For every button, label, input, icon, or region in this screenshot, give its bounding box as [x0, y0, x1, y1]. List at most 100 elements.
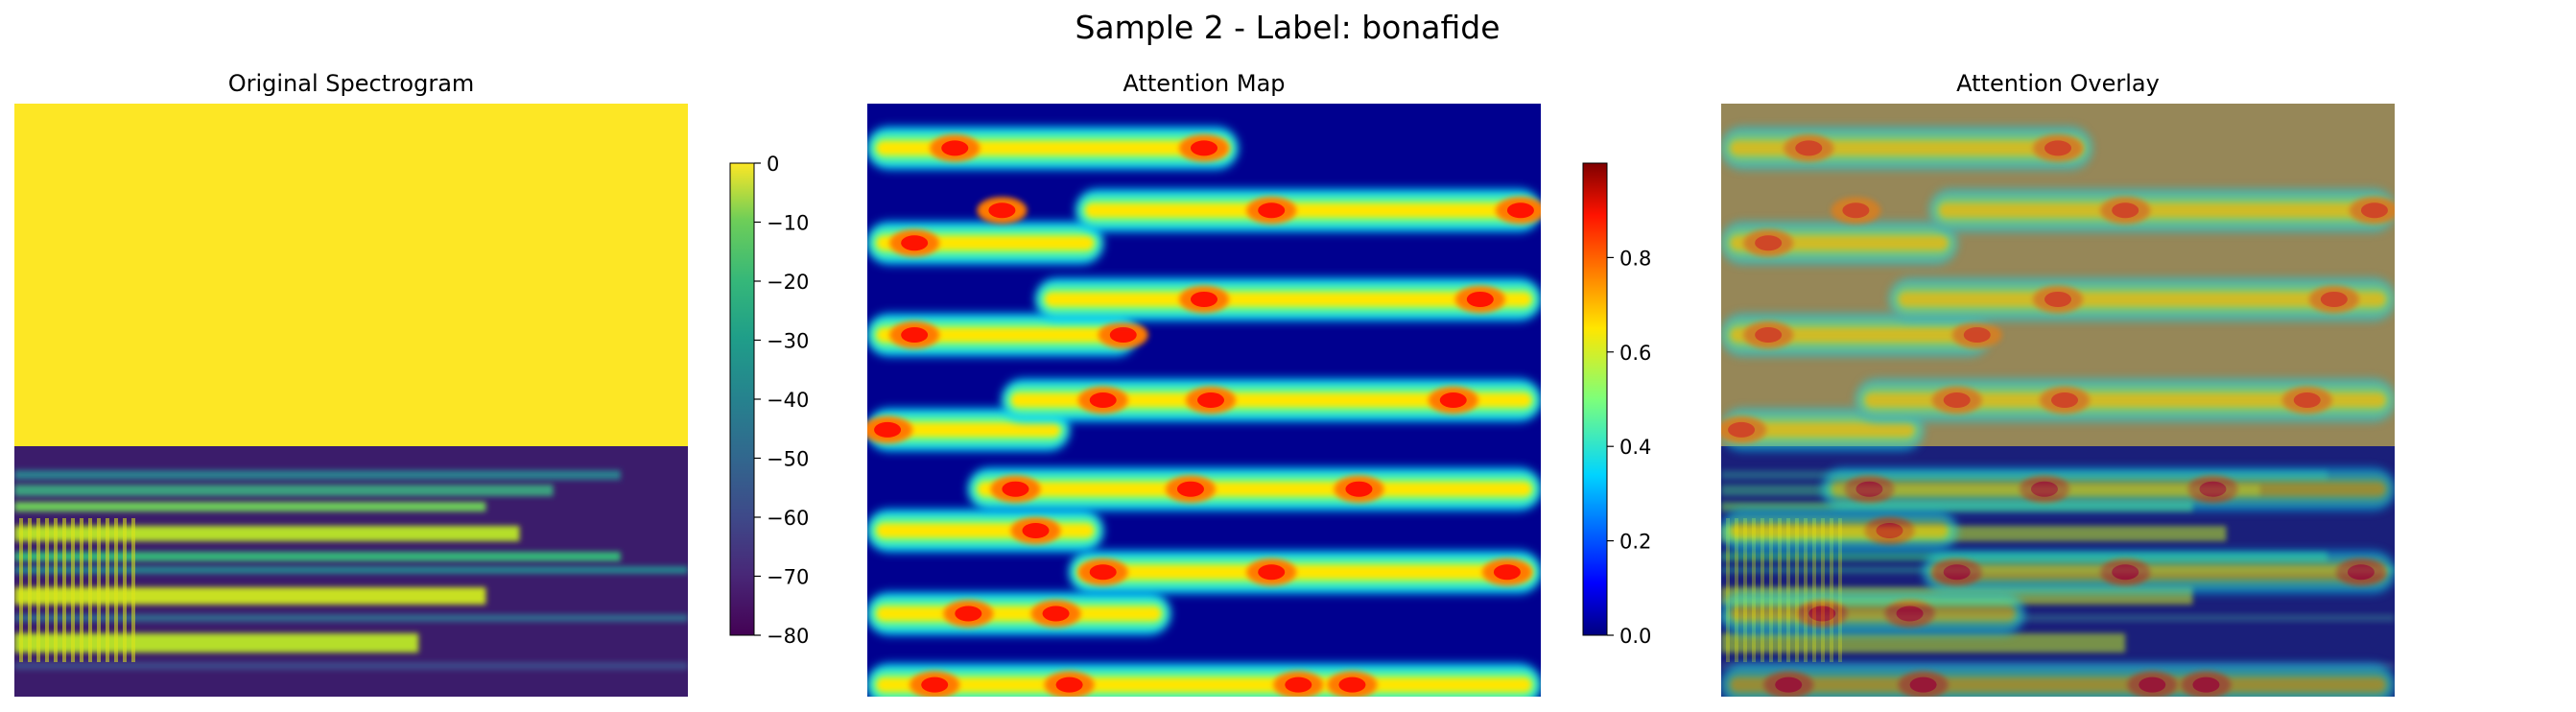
attention-hotspot-core	[1042, 605, 1070, 622]
harmonic-stripe	[62, 518, 66, 662]
attention-hotspot-core	[2192, 676, 2220, 693]
cb1-tick-label: −10	[767, 212, 809, 235]
spectral-band	[14, 633, 419, 653]
attention-streak-core	[877, 328, 1127, 343]
attention-hotspot-core	[2112, 564, 2139, 581]
attention-hotspot-core	[901, 327, 929, 344]
panel-original-spectrogram: Original Spectrogram 0 −10 −20 −30 −40 −50 −60…	[14, 70, 809, 697]
attention-hotspot-core	[1963, 327, 1991, 344]
attention-hotspot-core	[1258, 202, 1286, 219]
attention-hotspot-core	[1795, 140, 1823, 156]
attention-hotspot-core	[1176, 481, 1204, 497]
attention-hotspot-core	[1755, 235, 1783, 251]
attention-hotspot-core	[1909, 676, 1937, 693]
attention-hotspot-core	[2044, 140, 2071, 156]
cb1-tick-label: −70	[767, 566, 809, 589]
attention-image	[867, 104, 1541, 697]
attention-streak-core	[1731, 328, 1981, 343]
attention-hotspot-core	[2139, 676, 2166, 693]
attention-hotspot-core	[1466, 291, 1494, 307]
harmonic-stripe	[1812, 518, 1816, 662]
panel-title: Attention Overlay	[1956, 70, 2160, 97]
harmonic-stripe	[28, 518, 32, 662]
harmonic-stripe	[1838, 518, 1842, 662]
attention-hotspot-core	[1191, 140, 1217, 156]
harmonic-stripe	[131, 518, 135, 662]
colorbar-jet: 0.0 0.2 0.4 0.6 0.8	[1582, 162, 1651, 648]
attention-streak-core	[1085, 203, 1531, 218]
harmonic-stripe	[45, 518, 49, 662]
cb1-tick-label: 0	[767, 153, 779, 176]
harmonic-stripe	[114, 518, 118, 662]
attention-hotspot-core	[1089, 564, 1117, 581]
spectral-band	[14, 566, 688, 574]
attention-hotspot-core	[2051, 392, 2079, 408]
cb1-tick-label: −80	[767, 625, 809, 648]
harmonic-stripe	[1761, 518, 1764, 662]
attention-hotspot-core	[2293, 392, 2321, 408]
harmonic-stripe	[1830, 518, 1833, 662]
attention-hotspot-core	[1191, 291, 1217, 307]
attention-hotspot-core	[1943, 392, 1971, 408]
attention-streak-core	[1731, 141, 2083, 155]
attention-streak-core	[877, 677, 1531, 692]
harmonic-stripe	[1735, 518, 1738, 662]
attention-hotspot-core	[988, 202, 1016, 219]
harmonic-stripe	[1778, 518, 1782, 662]
attention-hotspot-core	[1258, 564, 1286, 581]
spectral-band	[1721, 614, 2395, 622]
attention-streak-core	[1731, 422, 1914, 437]
panel-attention-overlay: Attention Overlay	[1721, 70, 2395, 697]
cb2-tick-label: 0.8	[1619, 247, 1651, 270]
attention-hotspot-core	[1775, 676, 1803, 693]
attention-hotspot-core	[2044, 291, 2071, 307]
harmonic-stripe	[80, 518, 83, 662]
harmonic-stripe	[1752, 518, 1756, 662]
attention-hotspot-core	[901, 235, 929, 251]
attention-streak-core	[1932, 565, 2385, 580]
spectral-band	[14, 587, 486, 605]
harmonic-stripe	[1804, 518, 1808, 662]
cb1-tick-label: −40	[767, 389, 809, 412]
attention-streak-core	[1011, 393, 1531, 407]
attention-streak-core	[1832, 482, 2385, 496]
spectral-band	[14, 470, 621, 480]
attention-streak-core	[877, 422, 1060, 437]
cb2-tick-label: 0.6	[1619, 342, 1651, 365]
harmonic-stripe	[1795, 518, 1799, 662]
harmonic-stripe	[97, 518, 101, 662]
attention-streak-core	[1939, 203, 2385, 218]
cb1-tick-label: −30	[767, 330, 809, 353]
harmonic-stripe	[54, 518, 58, 662]
attention-hotspot-core	[1285, 676, 1312, 693]
attention-hotspot-core	[921, 676, 949, 693]
harmonic-stripe	[71, 518, 75, 662]
cb1-tick-label: −20	[767, 271, 809, 294]
harmonic-stripe	[1743, 518, 1747, 662]
figure-suptitle: Sample 2 - Label: bonafide	[1075, 9, 1500, 46]
spectral-band	[14, 526, 520, 541]
attention-streak-core	[1731, 606, 2015, 621]
attention-streak-core	[1731, 523, 1948, 537]
attention-hotspot-core	[2112, 202, 2139, 219]
attention-streak-core	[877, 523, 1094, 537]
spectral-band	[14, 485, 554, 496]
attention-hotspot-core	[1197, 392, 1225, 408]
attention-hotspot-core	[2199, 481, 2227, 497]
harmonic-stripe	[1821, 518, 1825, 662]
attention-hotspot-core	[2320, 291, 2348, 307]
attention-hotspot-core	[1055, 676, 1083, 693]
spectral-band	[14, 662, 688, 670]
attention-streak-core	[1899, 292, 2385, 306]
attention-hotspot-core	[1728, 421, 1756, 438]
attention-hotspot-core	[874, 421, 902, 438]
attention-hotspot-core	[1022, 522, 1050, 538]
harmonic-stripe	[1769, 518, 1773, 662]
attention-streak-core	[877, 606, 1161, 621]
attention-hotspot-core	[1943, 564, 1971, 581]
attention-streak-core	[978, 482, 1531, 496]
harmonic-stripe	[1786, 518, 1790, 662]
cb1-tick-label: −50	[767, 448, 809, 471]
attention-hotspot-core	[1755, 327, 1783, 344]
